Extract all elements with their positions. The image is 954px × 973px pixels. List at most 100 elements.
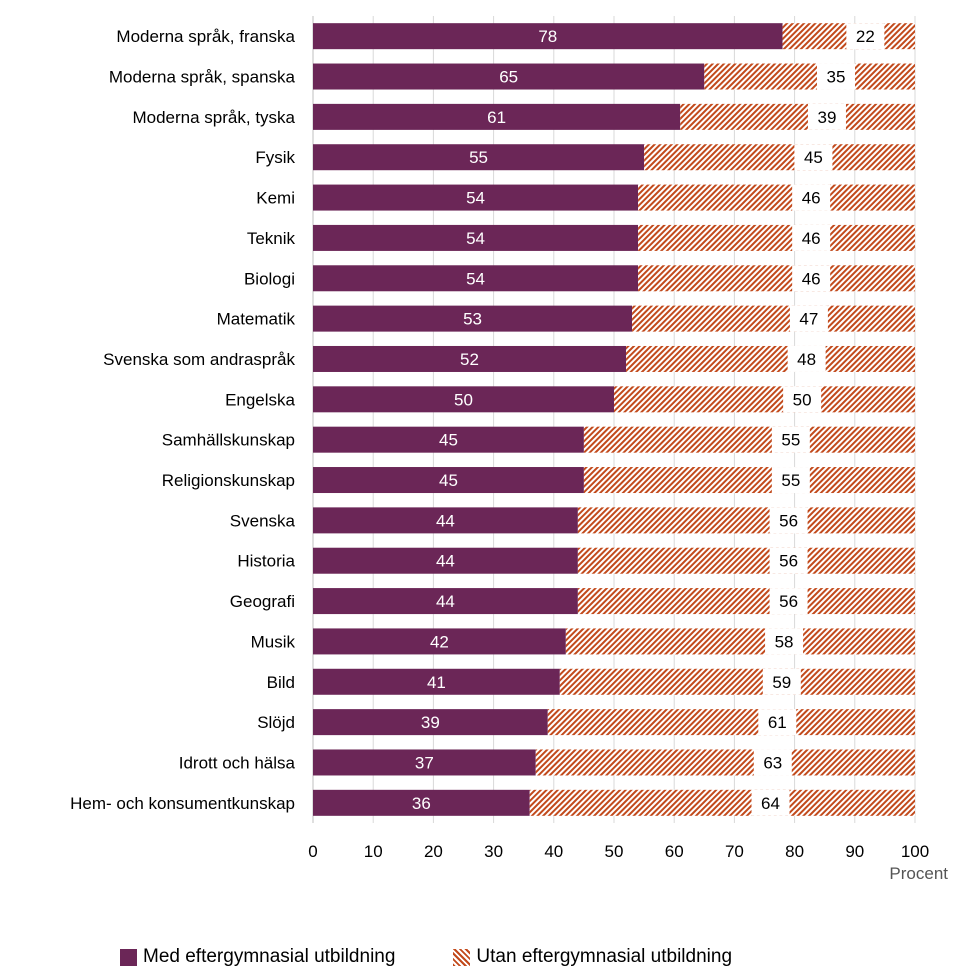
- data-label-med: 54: [466, 229, 485, 248]
- bar-utan: [680, 103, 915, 130]
- data-label-bg-utan: [751, 789, 790, 816]
- x-tick-label: 60: [665, 842, 684, 861]
- x-tick-label: 30: [484, 842, 503, 861]
- data-label-med: 42: [430, 632, 449, 651]
- bar-med: [313, 588, 578, 615]
- bar-utan: [565, 628, 915, 655]
- bar-med: [313, 63, 705, 90]
- bar-med: [313, 386, 614, 413]
- bar-utan: [644, 144, 915, 171]
- bar-med: [313, 184, 639, 211]
- data-label-utan: 61: [768, 713, 787, 732]
- bar-med: [313, 305, 633, 332]
- bar-med: [313, 426, 584, 453]
- data-label-bg-utan: [792, 184, 831, 211]
- data-label-med: 44: [436, 592, 455, 611]
- bar-utan: [704, 63, 915, 90]
- data-label-utan: 22: [856, 27, 875, 46]
- data-label-bg-utan: [769, 547, 808, 574]
- category-label: Biologi: [244, 269, 295, 288]
- bar-utan: [577, 547, 915, 574]
- x-tick-label: 10: [364, 842, 383, 861]
- category-label: Moderna språk, spanska: [109, 68, 296, 87]
- data-label-bg-utan: [787, 345, 826, 372]
- data-label-med: 39: [421, 713, 440, 732]
- data-label-utan: 39: [817, 108, 836, 127]
- data-label-utan: 56: [779, 511, 798, 530]
- data-label-utan: 47: [799, 310, 818, 329]
- data-label-bg-utan: [846, 23, 885, 50]
- data-label-utan: 55: [781, 431, 800, 450]
- data-label-med: 54: [466, 189, 485, 208]
- bar-utan: [638, 184, 915, 211]
- data-label-med: 55: [469, 148, 488, 167]
- data-label-med: 45: [439, 471, 458, 490]
- bar-med: [313, 23, 783, 50]
- data-label-med: 65: [499, 68, 518, 87]
- bar-utan: [535, 749, 915, 776]
- data-label-utan: 63: [763, 753, 782, 772]
- data-label-utan: 45: [804, 148, 823, 167]
- bar-med: [313, 789, 530, 816]
- data-label-bg-utan: [783, 386, 822, 413]
- bar-med: [313, 224, 639, 251]
- bar-utan: [638, 224, 915, 251]
- bar-utan: [577, 507, 915, 534]
- bar-utan: [559, 668, 915, 695]
- data-label-med: 52: [460, 350, 479, 369]
- category-label: Svenska som andraspråk: [103, 350, 295, 369]
- data-label-utan: 58: [775, 632, 794, 651]
- data-label-bg-utan: [816, 63, 855, 90]
- x-tick-label: 50: [605, 842, 624, 861]
- bar-med: [313, 265, 639, 292]
- bar-utan: [529, 789, 915, 816]
- bar-med: [313, 709, 548, 736]
- category-label: Moderna språk, tyska: [132, 108, 295, 127]
- bar-chart: Moderna språk, franska 78 22 Moderna språk,…: [70, 16, 929, 861]
- legend-item-utan: Utan eftergymnasial utbildning: [453, 946, 732, 968]
- x-tick-label: 20: [424, 842, 443, 861]
- data-label-bg-utan: [769, 507, 808, 534]
- bar-utan: [547, 709, 915, 736]
- data-label-utan: 46: [802, 189, 821, 208]
- data-label-utan: 48: [797, 350, 816, 369]
- category-label: Engelska: [225, 390, 295, 409]
- data-label-utan: 35: [827, 68, 846, 87]
- data-label-med: 54: [466, 269, 485, 288]
- data-label-utan: 59: [772, 673, 791, 692]
- category-label: Samhällskunskap: [162, 431, 295, 450]
- data-label-bg-utan: [762, 668, 801, 695]
- x-tick-label: 0: [308, 842, 317, 861]
- bar-utan: [583, 467, 915, 494]
- data-label-med: 53: [463, 310, 482, 329]
- data-label-utan: 55: [781, 471, 800, 490]
- bar-med: [313, 103, 681, 130]
- bar-utan: [626, 345, 915, 372]
- x-tick-label: 40: [544, 842, 563, 861]
- category-label: Musik: [251, 632, 296, 651]
- category-label: Historia: [237, 552, 295, 571]
- category-label: Bild: [267, 673, 295, 692]
- data-label-utan: 46: [802, 269, 821, 288]
- data-label-bg-utan: [792, 265, 831, 292]
- data-label-med: 50: [454, 390, 473, 409]
- bar-med: [313, 144, 645, 171]
- data-label-bg-utan: [769, 588, 808, 615]
- category-label: Hem- och konsumentkunskap: [70, 794, 295, 813]
- legend-item-med: Med eftergymnasial utbildning: [120, 946, 395, 968]
- category-label: Svenska: [230, 511, 296, 530]
- bar-med: [313, 345, 627, 372]
- x-tick-label: 100: [901, 842, 929, 861]
- bar-utan: [583, 426, 915, 453]
- legend-swatch-utan: [453, 948, 471, 966]
- unit-label: Procent: [889, 864, 948, 883]
- data-label-bg-utan: [794, 144, 833, 171]
- bar-med: [313, 749, 536, 776]
- data-label-med: 45: [439, 431, 458, 450]
- data-label-med: 36: [412, 794, 431, 813]
- data-label-med: 44: [436, 511, 455, 530]
- data-label-med: 61: [487, 108, 506, 127]
- data-label-utan: 46: [802, 229, 821, 248]
- legend-label-med: Med eftergymnasial utbildning: [143, 946, 396, 967]
- x-tick-label: 90: [845, 842, 864, 861]
